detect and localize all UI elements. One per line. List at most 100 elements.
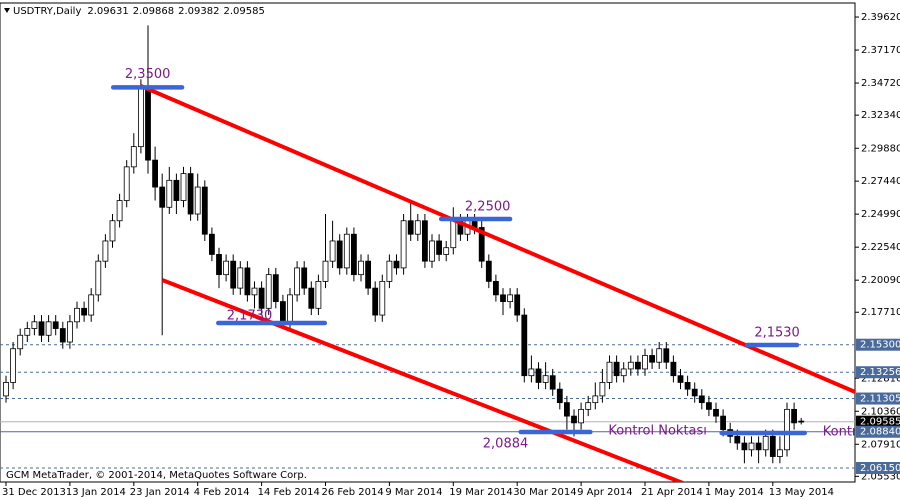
level-note: 2,1730 [227,309,273,324]
candle-body [109,220,116,242]
candle-body [535,368,542,383]
level-label-box [856,366,900,379]
candle-body [578,408,584,424]
candle-body [649,355,655,363]
candle-body [450,220,457,249]
y-tick-label: 2.24990 [861,209,900,220]
x-tick-label: 1 May 2014 [705,487,764,498]
candle-body [265,274,272,309]
y-tick-label: 2.27440 [861,176,900,187]
y-tick-label: 2.10360 [861,406,900,417]
candle-body [500,294,506,302]
candle-body [769,435,776,457]
low: 2.09382 [178,6,219,17]
candle-body [734,435,741,444]
candle-body [350,233,357,276]
candle-body [386,260,393,282]
candle-body [81,307,87,316]
header: USDTRY,Daily 2.09631 2.09868 2.09382 2.09585 [13,6,265,17]
y-tick-label: 2.05530 [861,471,900,482]
candle-body [485,260,492,282]
candle-body [748,442,755,451]
candle-body [421,220,428,262]
open: 2.09631 [87,6,128,17]
candle-body [393,260,400,269]
y-tick-label: 2.32340 [861,110,900,121]
candle-body [287,294,293,323]
candle-body [436,240,443,255]
level-note: 2,2500 [465,199,511,214]
candle-body [343,233,350,269]
candle-body [329,240,336,262]
candle-body [528,368,535,377]
candle-body [606,361,613,383]
candle-body [74,307,80,323]
candle-body [67,321,73,343]
candle-body [400,220,407,269]
level-label: 2.13256 [860,367,900,378]
level-note: 2,3500 [125,67,171,82]
candle-body [38,321,45,336]
candle-body [180,173,187,201]
candle-body [52,321,59,329]
candle-body [777,449,783,457]
candle-body [173,179,180,201]
candle-body [45,321,52,336]
level-label-box [856,415,900,428]
candle-body [741,442,748,451]
candle-body [123,166,130,201]
x-tick-label: 23 Jan 2014 [130,487,190,498]
candle-body [102,240,109,262]
candle-body [17,334,24,350]
trend-line [161,278,686,482]
candle-body [187,173,194,215]
candle-body [507,294,514,302]
candle-body [556,388,563,404]
candle-body [59,328,66,343]
candle-body [251,287,258,296]
candle-body [137,85,144,148]
candle-body [372,287,379,316]
y-tick-label: 2.22540 [861,242,900,253]
candle-body [784,408,790,451]
y-tick-label: 2.39620 [861,12,900,23]
candle-body [237,267,244,289]
candle-body [542,375,549,383]
level-label-box [856,392,900,405]
candle-body [166,179,173,208]
y-tick-label: 2.37170 [861,45,900,56]
candle-body [429,240,435,262]
candle-body [208,233,215,255]
level-label: 2.11305 [860,394,900,405]
candle-body [762,435,769,451]
candle-body [130,146,137,168]
candle-body [627,361,634,370]
level-note: 2,1530 [754,325,800,340]
level-label: 2.15300 [860,340,900,351]
candle-body [358,260,364,276]
x-tick-label: 14 Feb 2014 [258,487,320,498]
candle-body [279,301,286,323]
candle-body [201,186,208,235]
candle-body [564,402,570,417]
candle-body [492,280,499,296]
candle-body [677,375,684,383]
candle-body [379,280,386,316]
high: 2.09868 [133,6,174,17]
y-tick-label: 2.34720 [861,78,900,89]
candle-body [698,395,705,404]
candle-body [230,260,237,289]
candle-body [521,314,528,377]
level-note: Kontrol Noktası [608,424,707,439]
candle-body [549,375,556,390]
candle-body [798,420,805,423]
candle-body [24,328,31,336]
candle-body [635,361,641,370]
trend-line [140,84,855,395]
candle-body [159,186,166,208]
x-tick-label: 4 Feb 2014 [194,487,250,498]
candle-body [706,402,712,410]
y-tick-label: 2.20090 [861,275,900,286]
candle-body [720,415,726,430]
